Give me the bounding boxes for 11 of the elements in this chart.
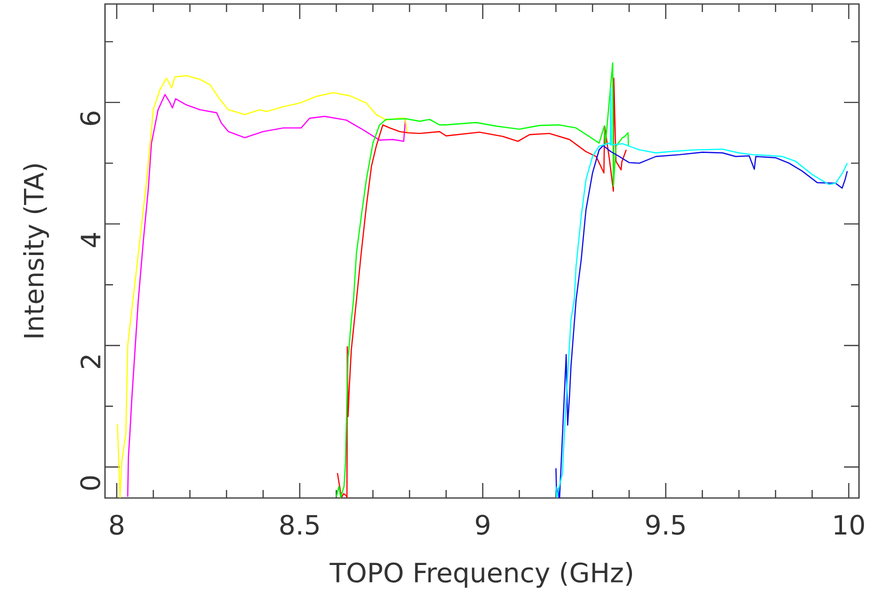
x-tick-label: 8.5 — [280, 514, 319, 535]
y-tick-label: 6 — [80, 112, 100, 126]
x-tick-label: 9 — [476, 514, 490, 535]
x-tick-label: 10 — [834, 514, 864, 535]
x-axis-title: TOPO Frequency (GHz) — [330, 562, 632, 588]
y-tick-label: 4 — [80, 232, 100, 248]
y-axis-title: Intensity (TA) — [23, 164, 49, 338]
x-tick-label: 9.5 — [646, 514, 685, 535]
x-tick-label: 8 — [110, 514, 124, 535]
y-tick-label: 0 — [80, 476, 100, 490]
y-tick-label: 2 — [80, 356, 100, 368]
